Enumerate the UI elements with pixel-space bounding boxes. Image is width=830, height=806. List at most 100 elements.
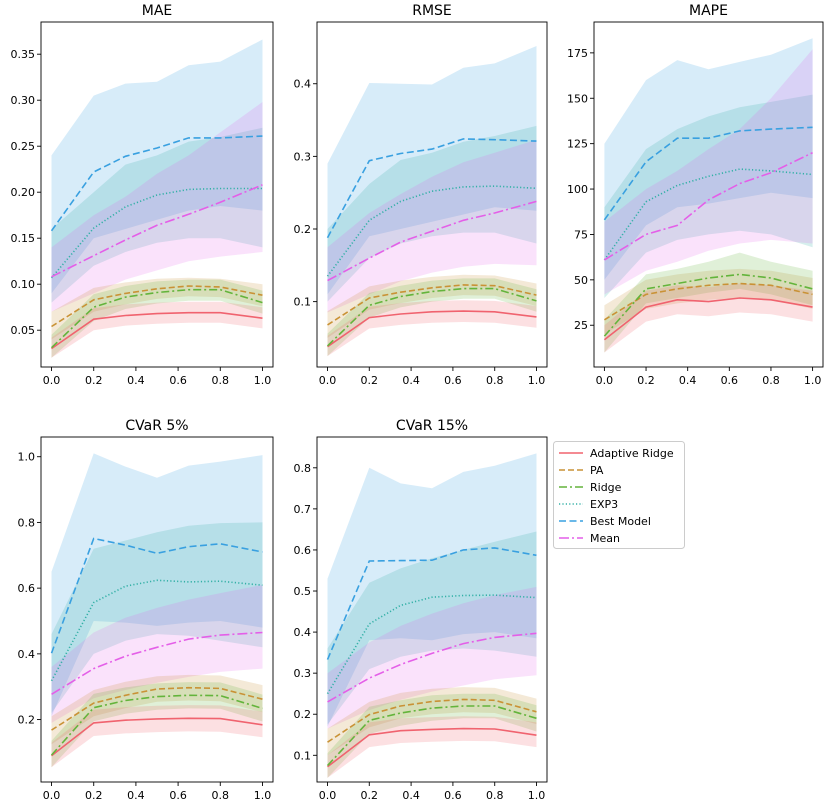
x-tick-label: 0.2 xyxy=(361,374,379,387)
panel-title: CVaR 5% xyxy=(125,418,188,434)
series-line-adaptive-ridge xyxy=(327,310,537,348)
band-pa xyxy=(51,674,263,745)
series-line-pa xyxy=(51,285,263,328)
series-line-pa xyxy=(327,698,537,743)
y-tick-label: 0.2 xyxy=(294,223,312,236)
y-tick-label: 0.35 xyxy=(11,48,36,61)
panel-cvar-15: 0.0 0.2 0.4 0.6 0.8 1.0 0.1 0.2 0.3 0.4 0.5 0.6 0.7 0… xyxy=(294,418,548,802)
x-tick-label: 0.2 xyxy=(361,789,379,802)
x-tick-label: 0.0 xyxy=(319,789,337,802)
x-tick-label: 0.8 xyxy=(212,374,230,387)
x-tick-label: 0.6 xyxy=(169,789,187,802)
y-tick-label: 75 xyxy=(574,228,588,241)
legend-label-best-model: Best Model xyxy=(590,515,651,528)
panel-title: CVaR 15% xyxy=(396,418,468,434)
panel-title: MAPE xyxy=(689,3,728,19)
y-tick-label: 0.3 xyxy=(294,667,312,680)
y-tick-label: 0.1 xyxy=(294,749,312,762)
x-tick-label: 0.0 xyxy=(43,789,61,802)
panel-mae: 0.0 0.2 0.4 0.6 0.8 1.0 0.05 0.10 0.15 0.20 0.25 0.… xyxy=(11,3,274,387)
band-adaptive-ridge xyxy=(51,705,263,768)
series-line-adaptive-ridge xyxy=(51,311,263,350)
y-tick-label: 0.2 xyxy=(18,714,36,727)
y-tick-label: 0.25 xyxy=(11,140,36,153)
legend-label-pa: PA xyxy=(590,464,604,477)
axes-frame xyxy=(316,436,548,783)
series-line-pa xyxy=(51,686,263,731)
y-tick-label: 125 xyxy=(567,138,588,151)
band-mean xyxy=(327,139,537,313)
x-tick-label: 0.4 xyxy=(402,374,420,387)
band-exp3 xyxy=(51,127,263,303)
y-tick-label: 0.4 xyxy=(294,626,312,639)
series-line-best-model xyxy=(326,547,537,660)
band-ridge xyxy=(327,278,537,357)
y-tick-label: 0.6 xyxy=(18,582,36,595)
band-mean xyxy=(327,586,537,729)
band-exp3 xyxy=(327,531,537,725)
y-tick-label: 0.8 xyxy=(294,462,312,475)
series-line-ridge xyxy=(50,288,263,349)
band-best-model xyxy=(327,453,537,727)
axes-frame xyxy=(593,21,824,368)
series-line-pa xyxy=(603,282,813,321)
legend-label-adaptive-ridge: Adaptive Ridge xyxy=(590,447,674,460)
series-line-best-model xyxy=(50,135,263,232)
x-tick-label: 0.0 xyxy=(319,374,337,387)
panel-rmse: 0.0 0.2 0.4 0.6 0.8 1.0 0.1 0.2 0.3 0.4 RMSE xyxy=(294,3,548,387)
legend-label-exp3: EXP3 xyxy=(590,498,618,511)
x-tick-label: 0.8 xyxy=(212,789,230,802)
band-mean xyxy=(604,49,813,295)
x-tick-label: 0.4 xyxy=(679,374,697,387)
series-line-best-model xyxy=(603,126,813,221)
band-best-model xyxy=(51,453,263,717)
y-tick-label: 0.4 xyxy=(18,648,36,661)
y-tick-label: 0.7 xyxy=(294,503,312,516)
band-best-model xyxy=(604,38,813,280)
x-tick-label: 1.0 xyxy=(528,789,546,802)
legend-label-ridge: Ridge xyxy=(590,481,622,494)
series-line-exp3 xyxy=(50,579,263,682)
band-best-model xyxy=(327,46,537,295)
x-tick-label: 0.8 xyxy=(762,374,780,387)
series-line-exp3 xyxy=(50,187,263,279)
x-tick-label: 0.0 xyxy=(596,374,614,387)
x-tick-label: 0.8 xyxy=(486,374,504,387)
x-tick-label: 0.8 xyxy=(486,789,504,802)
series-line-exp3 xyxy=(326,594,537,695)
series-line-exp3 xyxy=(603,168,813,261)
legend-label-mean: Mean xyxy=(590,532,620,545)
series-line-ridge xyxy=(326,705,537,767)
x-tick-label: 0.0 xyxy=(43,374,61,387)
y-tick-label: 1.0 xyxy=(18,451,36,464)
x-tick-label: 0.4 xyxy=(402,789,420,802)
series-line-mean xyxy=(603,151,813,261)
x-tick-label: 1.0 xyxy=(804,374,822,387)
x-tick-label: 1.0 xyxy=(254,374,272,387)
panel-cvar-5: 0.0 0.2 0.4 0.6 0.8 1.0 0.2 0.4 0.6 0.8 1.0 CVaR 5% xyxy=(18,418,274,802)
band-mean xyxy=(51,584,263,723)
series-line-adaptive-ridge xyxy=(327,727,537,768)
y-tick-label: 0.3 xyxy=(294,150,312,163)
y-tick-label: 0.10 xyxy=(11,278,36,291)
x-tick-label: 0.4 xyxy=(127,789,145,802)
band-adaptive-ridge xyxy=(604,283,813,353)
y-tick-label: 0.30 xyxy=(11,94,36,107)
series-line-pa xyxy=(327,284,537,326)
series-line-mean xyxy=(51,184,263,278)
x-tick-label: 0.4 xyxy=(127,374,145,387)
plot-area xyxy=(326,453,537,778)
band-exp3 xyxy=(604,94,813,298)
band-ridge xyxy=(51,682,263,768)
x-tick-label: 0.6 xyxy=(169,374,187,387)
band-pa xyxy=(327,687,537,756)
y-tick-label: 50 xyxy=(574,274,588,287)
panel-title: RMSE xyxy=(412,3,452,19)
y-tick-label: 0.20 xyxy=(11,186,36,199)
series-line-mean xyxy=(327,632,537,703)
series-line-adaptive-ridge xyxy=(51,717,263,757)
band-adaptive-ridge xyxy=(51,301,263,358)
y-tick-label: 100 xyxy=(567,183,588,196)
y-tick-label: 150 xyxy=(567,92,588,105)
